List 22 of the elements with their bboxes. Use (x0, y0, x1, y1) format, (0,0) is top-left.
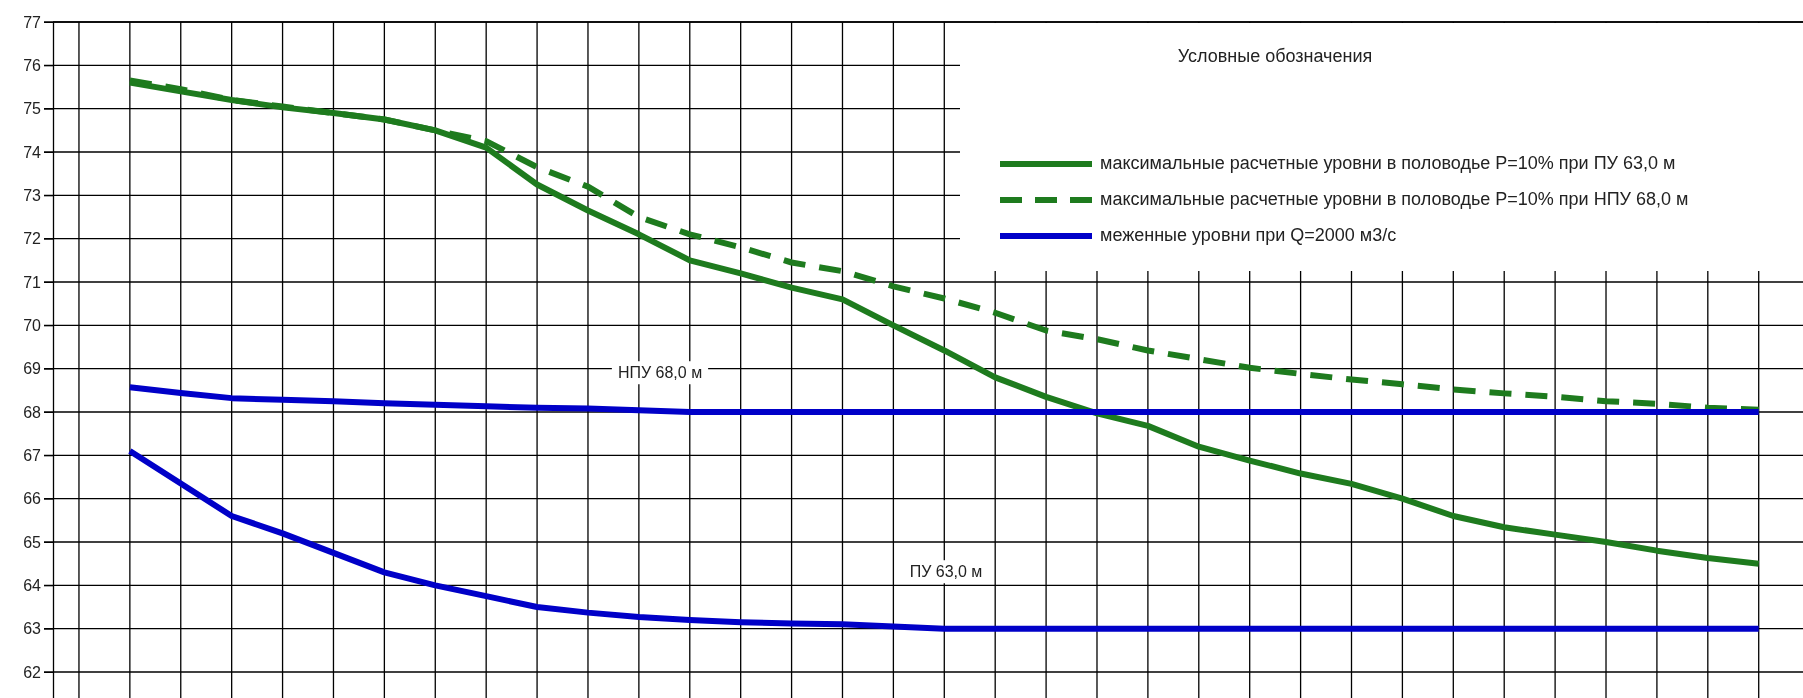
y-tick-label: 70 (23, 316, 42, 334)
y-tick-label: 67 (23, 446, 42, 464)
legend-label: максимальные расчетные уровни в половодье Р=10% при НПУ 68,0 м (1100, 188, 1689, 209)
annotation: НПУ 68,0 м (617, 364, 703, 382)
legend-label: максимальные расчетные уровни в половодье Р=10% при ПУ 63,0 м (1100, 152, 1676, 173)
y-tick-label: 64 (23, 576, 42, 594)
y-tick-label: 75 (23, 100, 42, 118)
legend-title: Условные обозначения (1177, 46, 1373, 66)
annotation: ПУ 63,0 м (909, 563, 983, 581)
y-tick-label: 72 (23, 230, 42, 248)
y-tick-label: 73 (23, 186, 42, 204)
y-tick-label: 76 (23, 56, 42, 74)
legend-label: меженные уровни при Q=2000 м3/с (1100, 224, 1397, 245)
y-tick-label: 63 (23, 620, 42, 638)
y-tick-label: 65 (23, 533, 42, 551)
y-tick-label: 77 (23, 13, 42, 31)
y-tick-label: 68 (23, 403, 42, 421)
y-tick-label: 69 (23, 360, 42, 378)
y-tick-label: 62 (23, 663, 42, 681)
y-tick-label: 74 (23, 143, 42, 161)
y-tick-label: 66 (23, 490, 42, 508)
y-tick-label: 71 (23, 273, 42, 291)
